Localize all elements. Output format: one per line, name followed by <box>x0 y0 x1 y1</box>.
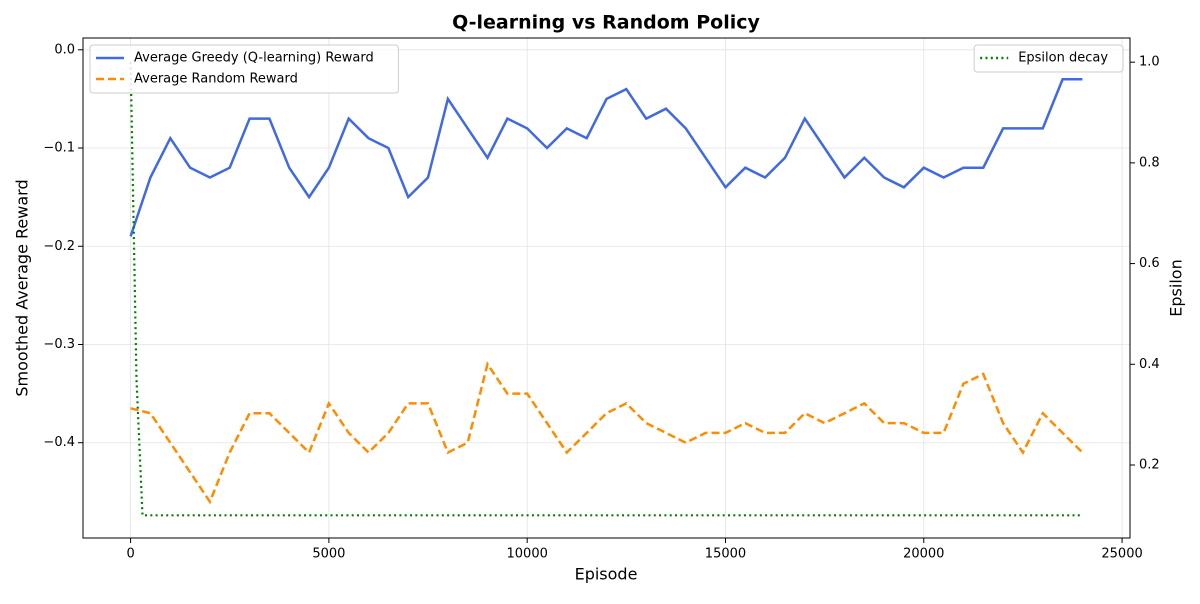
x-tick-label: 20000 <box>903 547 944 562</box>
x-tick-label: 25000 <box>1101 547 1142 562</box>
plot-frame <box>82 37 1131 539</box>
x-tick-label: 5000 <box>312 547 345 562</box>
legend-label: Epsilon decay <box>1018 51 1108 66</box>
y-tick-label: −0.1 <box>43 141 75 156</box>
legend-label: Average Random Reward <box>134 72 298 87</box>
series-line <box>130 361 1084 505</box>
y-tick-label: −0.4 <box>43 435 75 450</box>
y2-tick-label: 0.8 <box>1139 155 1160 170</box>
chart-title: Q-learning vs Random Policy <box>452 12 760 34</box>
y2-axis-label: Epsilon <box>1167 259 1186 316</box>
y-tick-label: −0.3 <box>43 337 75 352</box>
y2-tick-label: 0.2 <box>1139 457 1160 472</box>
y-tick-label: 0.0 <box>54 42 75 57</box>
x-axis-label: Episode <box>575 565 638 584</box>
y2-tick-label: 0.4 <box>1139 357 1160 372</box>
legend-box <box>973 44 1124 73</box>
x-tick-label: 10000 <box>507 547 548 562</box>
y2-tick-label: 0.6 <box>1139 256 1160 271</box>
x-tick-label: 0 <box>126 547 134 562</box>
legend-box <box>89 44 399 94</box>
series-line <box>129 62 1083 517</box>
x-tick-label: 15000 <box>705 547 746 562</box>
y-axis-label: Smoothed Average Reward <box>13 179 32 396</box>
series-line <box>129 78 1083 237</box>
legend-label: Average Greedy (Q-learning) Reward <box>134 51 374 66</box>
y-tick-label: −0.2 <box>43 239 75 254</box>
y2-tick-label: 1.0 <box>1139 55 1160 70</box>
